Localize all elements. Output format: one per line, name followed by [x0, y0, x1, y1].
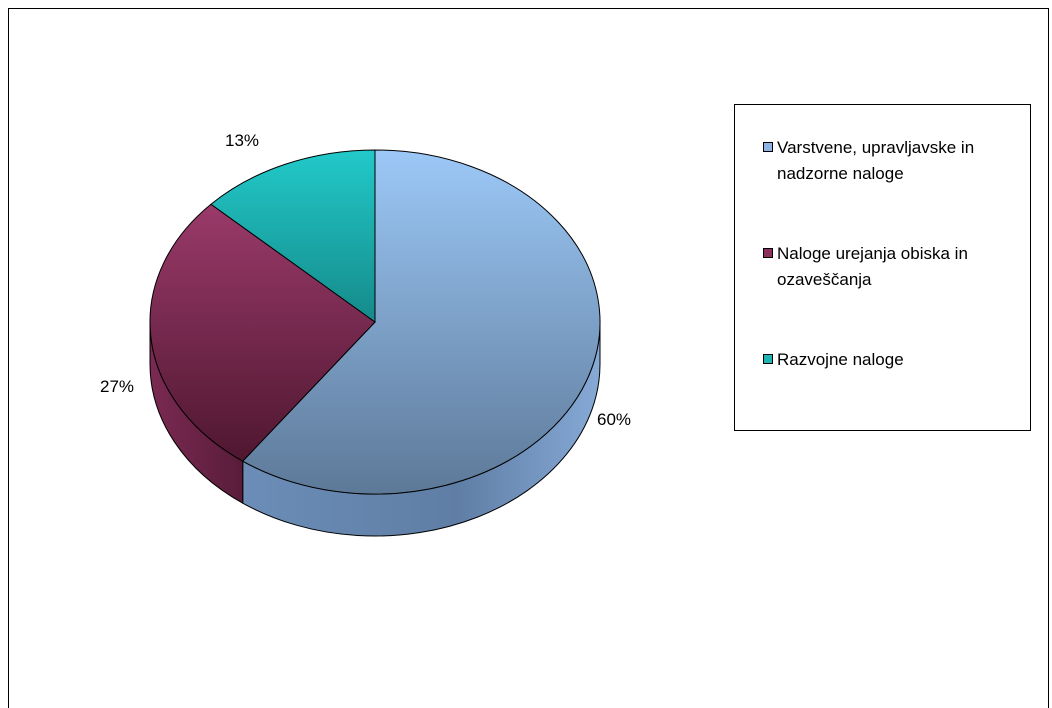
legend-label-0: Varstvene, upravljavske in nadzorne nalo… — [777, 138, 975, 183]
legend-label-1: Naloge urejanja obiska in ozaveščanja — [777, 244, 968, 289]
chart-frame — [8, 8, 1049, 708]
legend-swatch-0 — [763, 142, 773, 152]
legend: Varstvene, upravljavske in nadzorne nalo… — [734, 104, 1031, 431]
percent-label-0: 60% — [597, 410, 632, 429]
percent-label-2: 13% — [225, 131, 260, 150]
legend-swatch-2 — [763, 354, 773, 364]
legend-label-2: Razvojne naloge — [777, 350, 904, 369]
percent-label-1: 27% — [100, 377, 135, 396]
pie-slice-0 — [241, 149, 601, 495]
pie-tops — [149, 149, 601, 495]
pie-slice-2 — [210, 149, 376, 323]
legend-swatch-1 — [763, 248, 773, 258]
pie-slice-1 — [149, 203, 376, 462]
